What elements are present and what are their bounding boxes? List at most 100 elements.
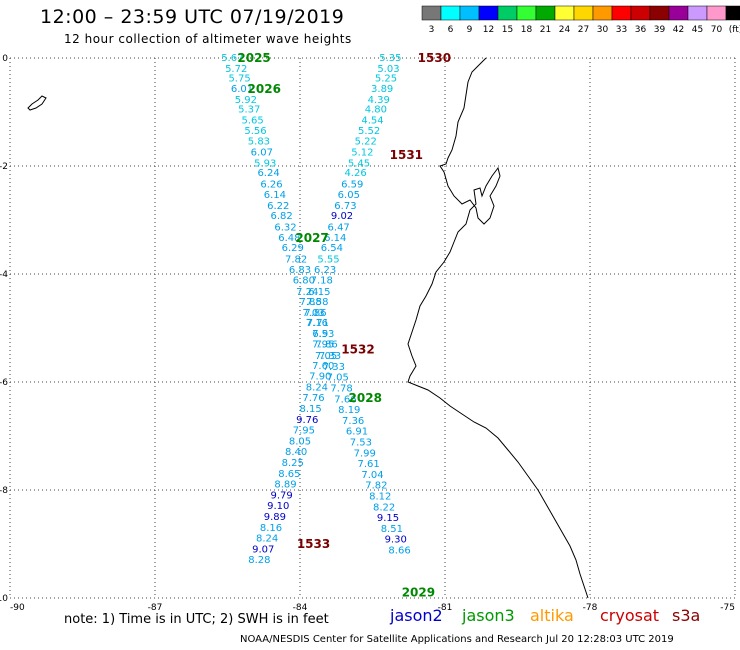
colorbar-swatch bbox=[725, 5, 740, 21]
wave-height-label: 6.15 bbox=[308, 287, 330, 298]
colorbar-swatch bbox=[554, 5, 575, 21]
wave-height-label: 6.29 bbox=[282, 243, 304, 254]
x-tick-label: -90 bbox=[10, 603, 25, 613]
wave-height-label: 7.76 bbox=[302, 393, 324, 404]
wave-height-label: 5.55 bbox=[317, 254, 339, 265]
colorbar-tick-label: 12 bbox=[483, 25, 494, 35]
wave-height-label: 9.79 bbox=[271, 490, 293, 501]
colorbar-tick-label: 27 bbox=[578, 25, 589, 35]
colorbar-tick-label: 33 bbox=[616, 25, 627, 35]
wave-height-label: 7.53 bbox=[312, 329, 334, 340]
colorbar-tick-label: 18 bbox=[521, 25, 533, 35]
colorbar-swatch bbox=[630, 5, 651, 21]
colorbar-swatch bbox=[611, 5, 632, 21]
wave-height-label: 7.99 bbox=[354, 448, 376, 459]
colorbar-swatch bbox=[459, 5, 480, 21]
x-tick-label: -87 bbox=[148, 603, 163, 613]
wave-height-label: 7.53 bbox=[350, 437, 372, 448]
colorbar-swatch bbox=[497, 5, 518, 21]
wave-height-label: 4.26 bbox=[344, 168, 366, 179]
credit-line: NOAA/NESDIS Center for Satellite Applica… bbox=[240, 634, 674, 645]
wave-height-label: 7.33 bbox=[323, 362, 345, 373]
wave-height-label: 8.28 bbox=[248, 555, 270, 566]
colorbar-tick-label: 36 bbox=[635, 25, 647, 35]
y-tick-label: -4 bbox=[0, 270, 8, 280]
wave-height-label: 5.03 bbox=[377, 64, 399, 75]
wave-height-label: 5.67 bbox=[221, 53, 243, 64]
colorbar-tick-label: 30 bbox=[597, 25, 609, 35]
wave-height-label: 9.30 bbox=[385, 535, 407, 546]
y-tick-label: -2 bbox=[0, 162, 8, 172]
wave-height-label: 6.32 bbox=[274, 223, 296, 234]
wave-height-points: 5.675.725.756.015.925.375.655.565.836.07… bbox=[221, 53, 410, 566]
wave-height-label: 5.72 bbox=[225, 64, 247, 75]
colorbar-swatch bbox=[668, 5, 689, 21]
wave-height-label: 6.24 bbox=[257, 168, 279, 179]
wave-height-label: 7.82 bbox=[285, 254, 307, 265]
pass-number-label: 2029 bbox=[402, 586, 435, 600]
wave-height-label: 6.47 bbox=[328, 223, 350, 234]
wave-height-label: 7.82 bbox=[365, 481, 387, 492]
wave-height-label: 6.23 bbox=[314, 265, 336, 276]
colorbar-tick-label: (ft) bbox=[729, 25, 740, 35]
x-tick-label: -84 bbox=[293, 603, 308, 613]
wave-height-label: 7.71 bbox=[307, 318, 329, 329]
coastline bbox=[27, 57, 589, 599]
colorbar-swatch bbox=[535, 5, 556, 21]
colorbar-swatch bbox=[687, 5, 708, 21]
colorbar-tick-label: 42 bbox=[673, 25, 684, 35]
wave-height-label: 9.10 bbox=[267, 501, 289, 512]
wave-height-label: 8.12 bbox=[369, 491, 391, 502]
wave-height-label: 7.95 bbox=[312, 340, 334, 351]
legend-cryosat: cryosat bbox=[600, 606, 660, 625]
wave-height-label: 5.56 bbox=[244, 126, 266, 137]
wave-height-label: 4.39 bbox=[368, 95, 390, 106]
wave-height-label: 5.92 bbox=[235, 95, 257, 106]
wave-height-label: 5.52 bbox=[358, 126, 380, 137]
colorbar-tick-label: 9 bbox=[467, 25, 473, 35]
colorbar-swatch bbox=[706, 5, 727, 21]
footnote: note: 1) Time is in UTC; 2) SWH is in fe… bbox=[64, 612, 329, 627]
wave-height-label: 6.59 bbox=[341, 179, 363, 190]
pass-number-label: 1531 bbox=[390, 148, 423, 162]
wave-height-label: 6.54 bbox=[321, 243, 343, 254]
wave-height-label: 3.89 bbox=[371, 84, 393, 95]
wave-height-label: 9.76 bbox=[296, 415, 318, 426]
pass-labels: 2025 2026 2027 2028 2029 1530 1531 1532 1533 bbox=[237, 51, 451, 600]
y-tick-label: -8 bbox=[0, 486, 8, 496]
wave-height-label: 5.35 bbox=[379, 53, 401, 64]
y-tick-label: 0 bbox=[2, 54, 8, 64]
legend-jason2: jason2 bbox=[390, 606, 443, 625]
colorbar-tick-label: 45 bbox=[692, 25, 703, 35]
wave-height-label: 8.40 bbox=[285, 447, 307, 458]
chart-subtitle: 12 hour collection of altimeter wave hei… bbox=[64, 32, 352, 46]
wave-height-label: 7.78 bbox=[330, 383, 352, 394]
axis-tick-labels: -90 -87 -84 -81 -78 -75 0 -2 -4 -6 -8 -10 bbox=[0, 54, 735, 613]
wave-height-label: 5.37 bbox=[238, 104, 260, 115]
colorbar-tick-label: 6 bbox=[448, 25, 454, 35]
wave-height-label: 8.89 bbox=[274, 480, 296, 491]
wave-height-label: 6.22 bbox=[267, 201, 289, 212]
pass-number-label: 2027 bbox=[295, 231, 328, 245]
wave-height-label: 5.93 bbox=[254, 158, 276, 169]
colorbar-tick-label: 15 bbox=[502, 25, 513, 35]
wave-height-label: 8.66 bbox=[388, 545, 410, 556]
wave-height-label: 8.25 bbox=[282, 458, 304, 469]
wave-height-label: 7.61 bbox=[358, 459, 380, 470]
wave-height-label: 6.80 bbox=[293, 275, 315, 286]
coastline-main bbox=[407, 57, 589, 599]
wave-height-label: 7.05 bbox=[315, 351, 337, 362]
colorbar-swatch bbox=[478, 5, 499, 21]
wave-height-label: 7.88 bbox=[300, 297, 322, 308]
colorbar-swatch bbox=[573, 5, 594, 21]
wave-height-label: 5.45 bbox=[348, 158, 370, 169]
wave-height-label: 7.33 bbox=[319, 351, 341, 362]
colorbar-tick-label: 24 bbox=[559, 25, 571, 35]
wave-height-label: 7.03 bbox=[302, 308, 324, 319]
wave-height-label: 8.15 bbox=[300, 404, 322, 415]
wave-height-label: 5.75 bbox=[228, 74, 250, 85]
wave-height-label: 9.15 bbox=[377, 513, 399, 524]
wave-height-label: 5.83 bbox=[248, 137, 270, 148]
x-tick-label: -81 bbox=[438, 603, 453, 613]
